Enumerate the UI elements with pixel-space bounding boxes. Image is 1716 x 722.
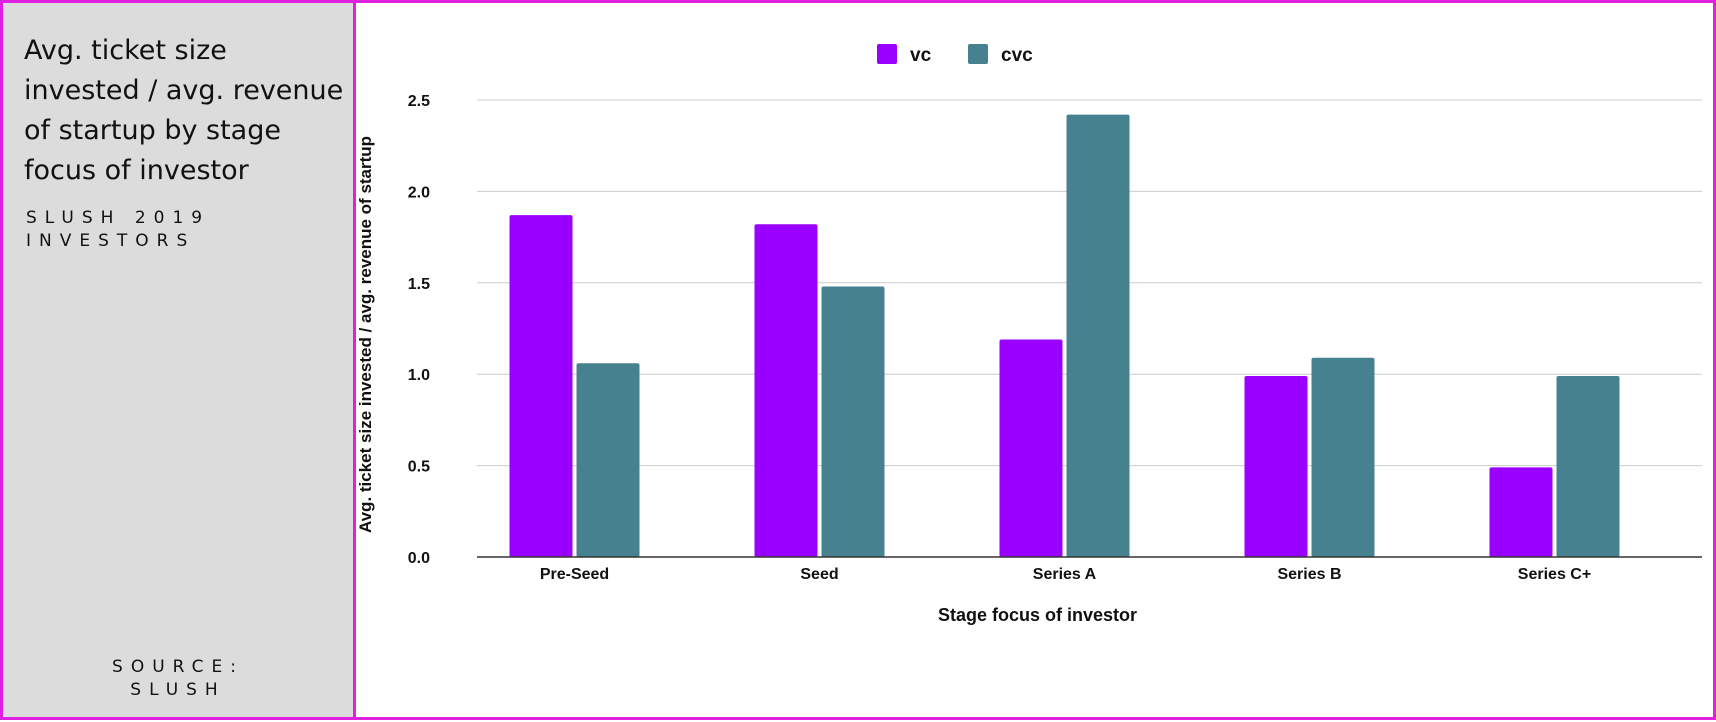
y-tick-label: 0.0 (408, 550, 430, 567)
bar-vc (754, 224, 818, 557)
bar-cvc (821, 286, 885, 557)
bar-vc (999, 339, 1063, 557)
info-panel: Avg. ticket size invested / avg. revenue… (3, 3, 356, 717)
legend-swatch-vc (877, 44, 897, 64)
bar-cvc (1066, 114, 1130, 558)
bar-vc (1244, 376, 1308, 557)
y-axis-title: Avg. ticket size invested / avg. revenue… (359, 136, 375, 533)
legend-label-vc: vc (910, 45, 932, 66)
x-tick-label: Series A (1033, 566, 1097, 583)
x-axis-title: Stage focus of investor (938, 605, 1137, 625)
bar-vc (1489, 467, 1553, 557)
bar-cvc (1556, 376, 1620, 557)
panel-title: Avg. ticket size invested / avg. revenue… (24, 35, 344, 186)
y-tick-label: 0.5 (408, 459, 430, 476)
bar-vc (509, 215, 573, 557)
source-credit: SOURCE: SLUSH (3, 656, 353, 702)
y-tick-label: 1.0 (408, 367, 430, 384)
y-tick-label: 2.0 (408, 184, 430, 201)
chart-area: 0.0 0.5 1.0 1.5 2.0 2.5 Pre-Seed Seed Series A Se… (356, 3, 1713, 717)
x-tick-label: Series B (1277, 566, 1341, 583)
legend-swatch-cvc (968, 44, 988, 64)
x-tick-label: Pre-Seed (540, 566, 609, 583)
x-tick-label: Seed (800, 566, 838, 583)
y-tick-label: 1.5 (408, 276, 430, 293)
source-name: SLUSH (130, 680, 226, 700)
legend-label-cvc: cvc (1001, 45, 1033, 66)
bar-cvc (576, 363, 640, 557)
source-label: SOURCE: (112, 657, 244, 677)
bar-cvc (1311, 357, 1375, 557)
panel-subtitle: SLUSH 2019 INVESTORS (26, 208, 211, 251)
x-tick-label: Series C+ (1518, 566, 1591, 583)
bar-chart: 0.0 0.5 1.0 1.5 2.0 2.5 Pre-Seed Seed Series A Se… (356, 44, 1702, 625)
y-tick-label: 2.5 (408, 93, 430, 110)
